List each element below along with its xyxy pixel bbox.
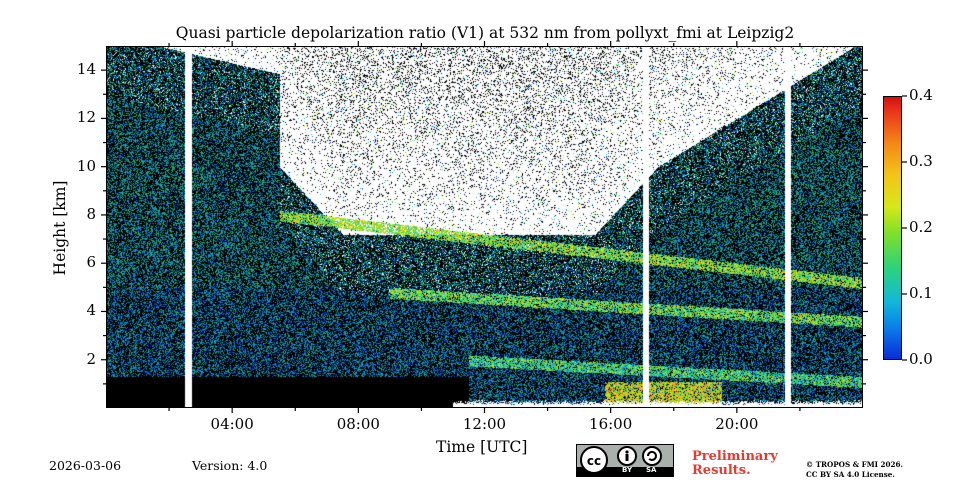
x-axis-label: Time [UTC] — [436, 438, 528, 456]
copyright-line-2: CC BY SA 4.0 License. — [806, 470, 895, 479]
copyright-notice: © TROPOS & FMI 2026. CC BY SA 4.0 Licens… — [806, 460, 903, 480]
colorbar-tick-label: 0.2 — [909, 218, 933, 236]
plot-frame — [106, 46, 863, 408]
y-tick-label: 2 — [86, 349, 96, 368]
colorbar — [883, 96, 902, 360]
y-tick-label: 10 — [76, 156, 96, 175]
y-tick-label: 8 — [86, 204, 96, 223]
preliminary-line-2: Results. — [692, 463, 751, 478]
badge-sa: SA — [646, 466, 657, 474]
y-tick-label: 4 — [86, 301, 96, 320]
x-tick-label: 04:00 — [210, 415, 254, 433]
y-tick-label: 14 — [76, 60, 96, 79]
version-label: Version: 4.0 — [192, 458, 268, 473]
colorbar-tick-label: 0.0 — [909, 350, 933, 368]
colorbar-tick-label: 0.3 — [909, 152, 933, 170]
y-tick-label: 6 — [86, 253, 96, 272]
x-tick-label: 08:00 — [336, 415, 380, 433]
x-tick-label: 12:00 — [462, 415, 507, 433]
colorbar-tick-label: 0.1 — [909, 284, 933, 302]
preliminary-notice: Preliminary Results. — [692, 450, 778, 478]
cc-by-sa-badge: cc BY SA — [576, 444, 674, 477]
depolarization-heatmap — [106, 46, 863, 408]
chart-title: Quasi particle depolarization ratio (V1)… — [175, 24, 795, 42]
svg-text:cc: cc — [587, 454, 601, 468]
date-label: 2026-03-06 — [49, 458, 122, 473]
x-tick-label: 16:00 — [589, 415, 633, 433]
y-tick-label: 12 — [76, 108, 96, 127]
copyright-line-1: © TROPOS & FMI 2026. — [806, 460, 904, 469]
cc-license-icon: cc — [577, 446, 673, 476]
x-tick-label: 20:00 — [715, 415, 759, 433]
colorbar-tick-label: 0.4 — [909, 86, 933, 104]
preliminary-line-1: Preliminary — [692, 449, 778, 464]
badge-by: BY — [622, 466, 633, 474]
